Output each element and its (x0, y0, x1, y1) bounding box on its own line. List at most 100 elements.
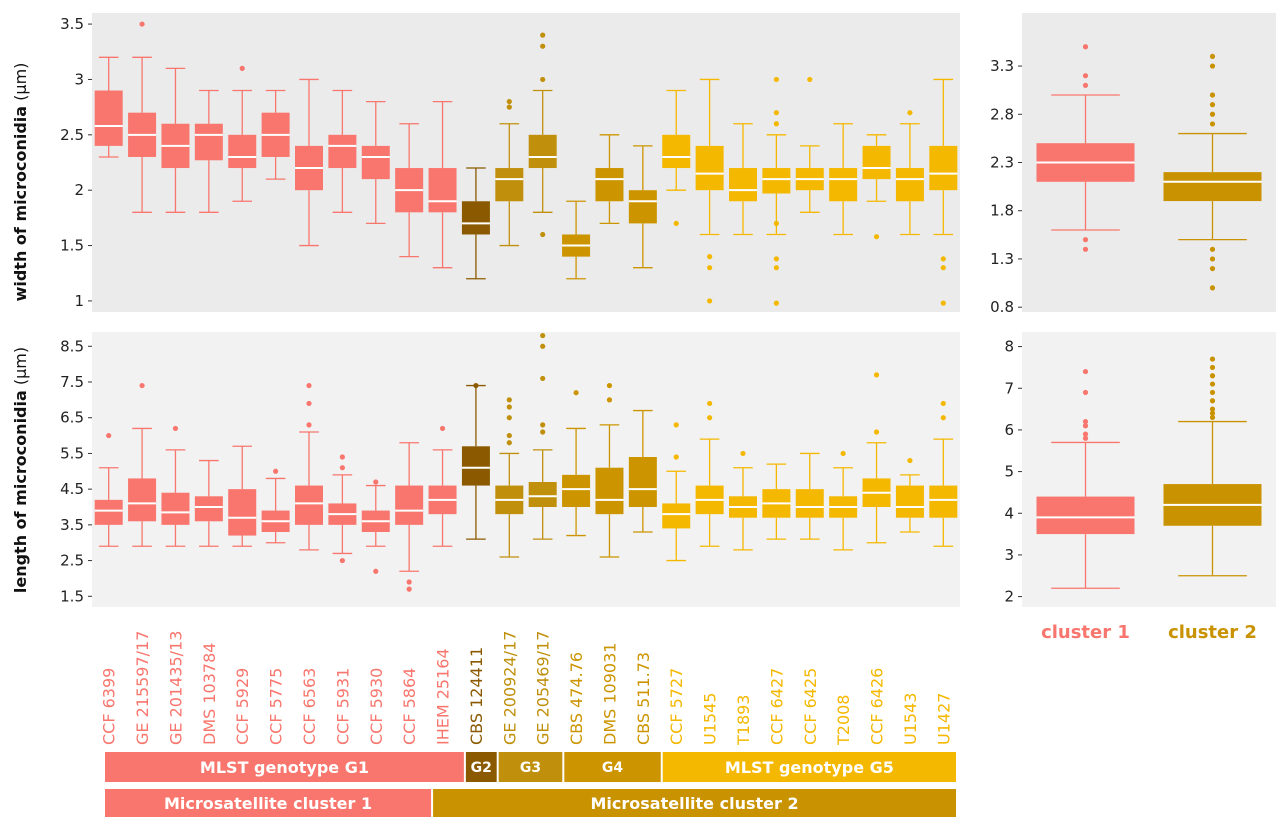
iqr-box (695, 145, 724, 191)
outlier-point (540, 32, 546, 38)
outlier-point (473, 382, 479, 389)
iqr-box (194, 123, 223, 161)
outlier-point (1209, 111, 1216, 117)
strain-label: U1427 (934, 693, 953, 745)
strain-label: CCF 5727 (667, 668, 686, 745)
cluster-band-bar (105, 789, 432, 817)
width-main-box-8 (361, 100, 390, 225)
outlier-point (840, 450, 846, 457)
iqr-box (461, 201, 490, 235)
outlier-point (707, 415, 713, 421)
length-axis-title-unit: (µm) (11, 347, 30, 390)
width-cluster-ytick-label: 2.8 (990, 105, 1014, 123)
cluster-band: Microsatellite cluster 2 (433, 789, 957, 817)
width-cluster-ytick-label: 0.8 (990, 298, 1014, 316)
genotype-band-label: G3 (520, 760, 541, 776)
strain-label: CCF 5775 (267, 668, 286, 745)
width-main-box-9 (395, 123, 424, 258)
iqr-box (361, 145, 390, 180)
iqr-box (562, 474, 591, 507)
outlier-point (506, 415, 512, 421)
width-main-box-2 (161, 67, 190, 213)
width-main-box-25 (929, 78, 958, 306)
outlier-point (1082, 44, 1089, 50)
outlier-point (1209, 92, 1216, 98)
iqr-box (662, 503, 691, 529)
iqr-box (94, 90, 123, 146)
width-main-box-12 (495, 98, 524, 247)
width-main-box-23 (862, 134, 891, 240)
strain-label: CBS 474.76 (567, 652, 586, 745)
outlier-point (506, 432, 512, 439)
width-main-box-0 (94, 56, 123, 158)
outlier-point (1082, 237, 1089, 243)
outlier-point (373, 479, 379, 485)
outlier-point (540, 43, 546, 49)
length-main-box-6 (295, 382, 323, 551)
width-main-background (92, 13, 960, 312)
width-main-ytick-label: 3.5 (60, 15, 84, 33)
length-main-box-22 (829, 450, 858, 551)
iqr-box (128, 478, 157, 522)
outlier-point (1209, 246, 1216, 252)
length-main-box-1 (128, 382, 157, 547)
iqr-box (595, 467, 624, 515)
genotype-band: MLST genotype G5 (662, 752, 956, 782)
outlier-point (306, 382, 312, 389)
width-main-box-20 (762, 76, 791, 306)
length-cluster-ytick-label: 2 (1004, 588, 1014, 606)
outlier-point (740, 450, 746, 457)
strain-label: T2008 (834, 695, 853, 747)
outlier-point (1209, 256, 1216, 262)
width-main-box-13 (528, 32, 557, 238)
length-main-box-15 (595, 382, 624, 558)
genotype-band: G3 (498, 752, 563, 782)
cluster-band-bar (433, 789, 957, 817)
outlier-point (306, 400, 312, 407)
iqr-box (795, 489, 824, 518)
outlier-point (907, 110, 913, 116)
outlier-point (1209, 373, 1216, 379)
iqr-box (461, 446, 490, 486)
length-main-ytick-label: 5.5 (60, 444, 84, 462)
outlier-point (773, 256, 779, 262)
strain-label: CBS 124411 (467, 647, 486, 745)
width-cluster-ytick-label: 3.3 (990, 57, 1014, 75)
width-main-box-7 (328, 89, 357, 213)
genotype-band-label: MLST genotype G5 (725, 758, 894, 777)
length-main-ytick-label: 7.5 (60, 373, 84, 391)
length-main-ytick-label: 2.5 (60, 552, 84, 570)
outlier-point (506, 104, 512, 110)
length-main-box-11 (461, 382, 490, 540)
outlier-point (873, 234, 880, 240)
length-main-box-2 (161, 425, 190, 547)
outlier-point (1209, 285, 1216, 291)
cluster-band-label: Microsatellite cluster 1 (164, 794, 372, 813)
iqr-box (94, 499, 123, 525)
width-cluster-box-1 (1163, 53, 1262, 291)
length-cluster-ytick-label: 6 (1004, 421, 1014, 439)
outlier-point (506, 397, 512, 403)
outlier-point (873, 372, 880, 378)
genotype-band-bar (662, 752, 956, 782)
outlier-point (773, 110, 779, 116)
outlier-point (1209, 381, 1216, 387)
outlier-point (940, 415, 946, 421)
length-main-box-24 (895, 457, 924, 533)
outlier-point (707, 254, 713, 260)
outlier-point (540, 332, 546, 339)
iqr-box (194, 496, 223, 522)
outlier-point (1082, 82, 1089, 88)
width-main-box-18 (695, 78, 724, 304)
outlier-point (439, 425, 446, 432)
width-cluster-ytick-label: 1.3 (990, 250, 1014, 268)
length-cluster-box-0 (1036, 368, 1135, 589)
outlier-point (1082, 418, 1089, 425)
outlier-point (540, 76, 546, 83)
length-cluster-ytick-label: 3 (1004, 546, 1014, 564)
genotype-band-bar (564, 752, 661, 782)
outlier-point (807, 76, 813, 83)
outlier-point (1082, 423, 1089, 429)
iqr-box (228, 489, 257, 536)
